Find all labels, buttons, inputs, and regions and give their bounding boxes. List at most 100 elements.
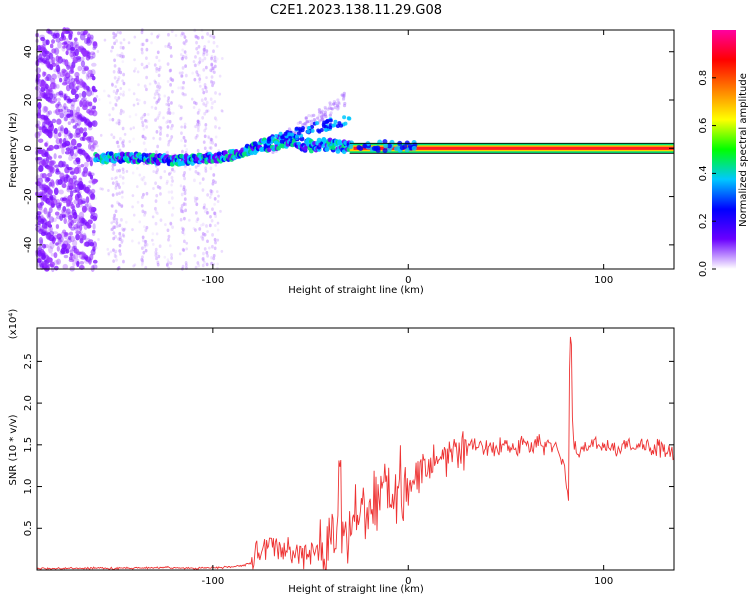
noise-speck (164, 223, 167, 227)
noise-speck (211, 233, 214, 237)
noise-speck (198, 84, 202, 88)
noise-speck (145, 38, 149, 43)
noise-speck (115, 176, 118, 180)
noise-speck (151, 242, 155, 246)
noise-speck (183, 176, 186, 181)
noise-speck (131, 205, 134, 209)
noise-speck (192, 105, 196, 109)
noise-speck (67, 40, 72, 45)
noise-speck (75, 258, 80, 265)
noise-speck (218, 74, 222, 78)
noise-speck (114, 95, 117, 100)
noise-speck (53, 187, 59, 196)
noise-speck (97, 238, 100, 242)
noise-speck (116, 140, 120, 145)
noise-speck (117, 96, 121, 100)
noise-speck (337, 102, 341, 106)
noise-speck (196, 246, 200, 250)
noise-speck (141, 120, 144, 125)
x-tick-label: 0 (405, 275, 411, 286)
noise-speck (205, 52, 209, 57)
noise-speck (298, 120, 302, 124)
noise-speck (168, 111, 172, 115)
noise-speck (115, 140, 119, 145)
ridge-mark (322, 124, 327, 129)
noise-speck (202, 102, 206, 106)
noise-speck (62, 263, 69, 270)
noise-speck (179, 53, 183, 57)
noise-speck (74, 48, 79, 57)
noise-speck (90, 73, 95, 78)
noise-speck (67, 75, 73, 81)
noise-speck (194, 165, 198, 169)
noise-speck (107, 252, 110, 256)
noise-speck (68, 246, 74, 252)
noise-speck (336, 98, 340, 102)
noise-speck (153, 63, 157, 67)
noise-speck (194, 34, 198, 39)
noise-speck (184, 39, 188, 43)
noise-speck (319, 115, 324, 119)
ridge-mark (386, 143, 392, 149)
noise-speck (181, 48, 184, 52)
noise-speck (209, 195, 212, 199)
noise-speck (115, 180, 119, 185)
noise-speck (143, 66, 146, 70)
noise-speck (181, 209, 185, 214)
noise-speck (183, 138, 187, 142)
noise-speck (85, 188, 92, 195)
colorbar-ticks: 0.0 0.2 0.4 0.6 0.8 (698, 70, 716, 277)
noise-speck (221, 109, 224, 113)
noise-speck (112, 236, 116, 241)
noise-speck (69, 109, 74, 117)
noise-speck (184, 73, 188, 78)
noise-speck (205, 207, 208, 211)
noise-speck (207, 40, 211, 44)
noise-speck (59, 172, 65, 180)
noise-speck (145, 56, 148, 60)
noise-speck (53, 259, 60, 266)
noise-speck (202, 259, 205, 263)
noise-speck (90, 196, 95, 201)
noise-speck (323, 105, 327, 110)
noise-speck (133, 263, 137, 267)
noise-speck (65, 243, 71, 250)
spectrogram-x-label: Height of straight line (km) (288, 285, 424, 296)
noise-speck (140, 42, 144, 47)
noise-speck (167, 266, 171, 271)
noise-speck (48, 144, 54, 151)
noise-speck (180, 86, 183, 90)
noise-speck (328, 103, 333, 107)
noise-speck (143, 239, 147, 244)
noise-speck (171, 78, 175, 82)
noise-speck (180, 139, 183, 143)
ridge-mark (328, 125, 333, 130)
noise-speck (155, 232, 159, 236)
noise-speck (193, 195, 197, 199)
x-tick-label: -100 (202, 275, 225, 286)
noise-speck (82, 252, 86, 259)
noise-speck (172, 111, 175, 115)
noise-speck (145, 191, 149, 196)
noise-speck (39, 263, 44, 270)
noise-speck (201, 257, 205, 261)
noise-speck (210, 218, 214, 223)
noise-speck (52, 93, 58, 99)
noise-speck (141, 235, 145, 240)
noise-speck (193, 63, 197, 68)
noise-speck (113, 213, 117, 218)
noise-speck (110, 204, 114, 208)
noise-speck (120, 41, 123, 45)
noise-speck (46, 257, 53, 263)
noise-speck (76, 85, 80, 90)
noise-speck (196, 50, 200, 55)
noise-speck (197, 120, 201, 125)
ridge-mark (335, 148, 341, 154)
noise-speck (61, 105, 66, 114)
noise-speck (210, 80, 214, 85)
noise-speck (76, 251, 82, 256)
noise-speck (214, 163, 218, 167)
noise-speck (213, 64, 217, 69)
noise-speck (155, 256, 158, 261)
ridge-mark (283, 131, 288, 136)
